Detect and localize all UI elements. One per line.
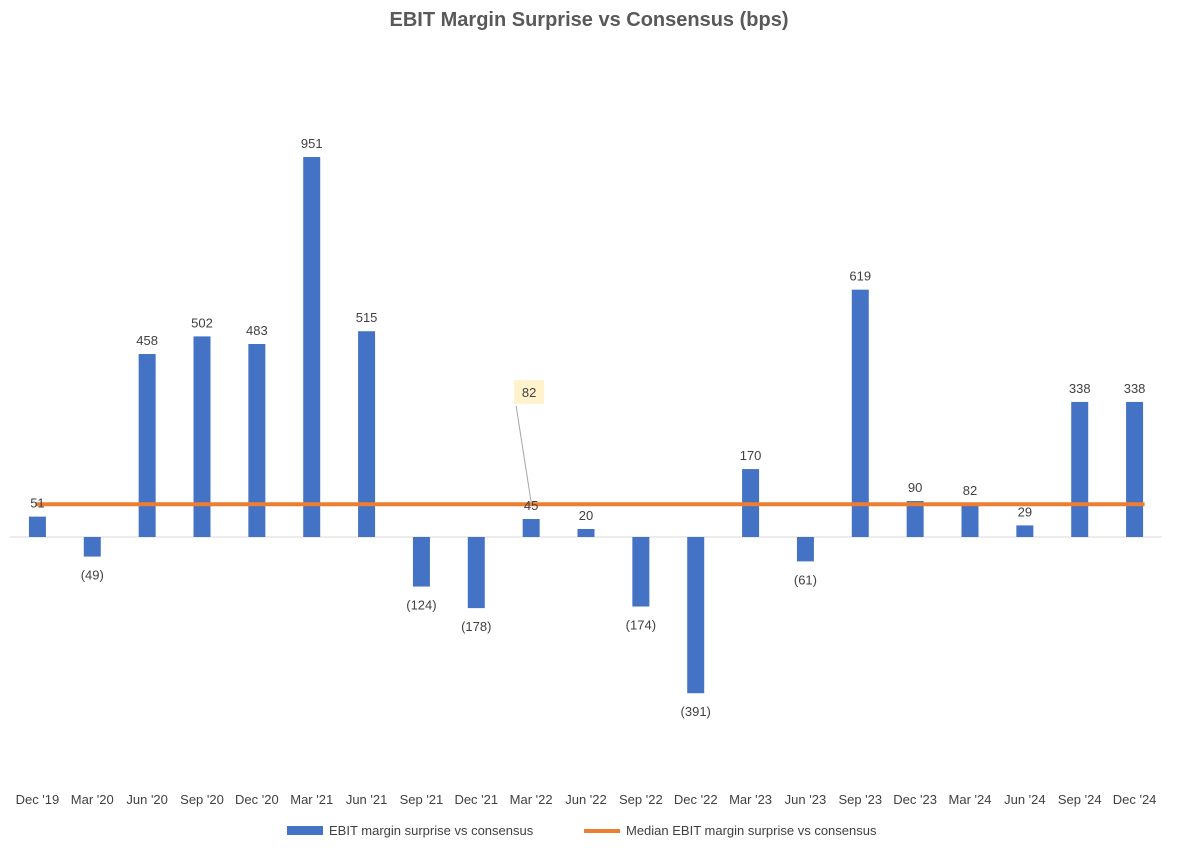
x-tick-label-15: Sep '23 bbox=[838, 792, 882, 807]
data-label-18: 29 bbox=[1018, 504, 1032, 519]
data-label-4: 483 bbox=[246, 323, 268, 338]
bar-16 bbox=[906, 501, 924, 537]
chart-title: EBIT Margin Surprise vs Consensus (bps) bbox=[389, 9, 789, 31]
bar-10 bbox=[577, 529, 595, 537]
bar-18 bbox=[1016, 525, 1034, 537]
x-tick-label-16: Dec '23 bbox=[893, 792, 937, 807]
bar-0 bbox=[28, 516, 46, 537]
x-tick-label-18: Jun '24 bbox=[1004, 792, 1046, 807]
callout-leader-0 bbox=[515, 405, 532, 503]
bar-20 bbox=[1126, 401, 1144, 537]
x-tick-label-7: Sep '21 bbox=[400, 792, 444, 807]
data-label-9: 45 bbox=[524, 498, 538, 513]
data-label-14: (61) bbox=[794, 572, 817, 587]
callout-annotations: 82 bbox=[514, 380, 545, 503]
x-tick-label-17: Mar '24 bbox=[949, 792, 992, 807]
data-label-13: 170 bbox=[740, 448, 762, 463]
data-label-20: 338 bbox=[1124, 381, 1146, 396]
x-tick-label-12: Dec '22 bbox=[674, 792, 718, 807]
data-labels: 51 (49) 458 502 483 951 515 (124) (178) 45 20 (174)… bbox=[30, 136, 1145, 719]
x-tick-label-20: Dec '24 bbox=[1113, 792, 1157, 807]
bar-12 bbox=[687, 537, 705, 694]
data-label-12: (391) bbox=[681, 704, 711, 719]
data-label-0: 51 bbox=[30, 496, 44, 511]
data-label-3: 502 bbox=[191, 315, 213, 330]
legend-item-bars[interactable]: EBIT margin surprise vs consensus bbox=[287, 823, 533, 838]
bar-14 bbox=[796, 537, 814, 562]
legend-bar-label: EBIT margin surprise vs consensus bbox=[329, 823, 534, 838]
bar-4 bbox=[248, 344, 266, 537]
data-label-1: (49) bbox=[81, 568, 104, 583]
bar-15 bbox=[851, 289, 869, 537]
x-tick-label-2: Jun '20 bbox=[126, 792, 168, 807]
x-tick-label-14: Jun '23 bbox=[785, 792, 827, 807]
x-tick-label-6: Jun '21 bbox=[346, 792, 388, 807]
x-tick-label-4: Dec '20 bbox=[235, 792, 279, 807]
bar-17 bbox=[961, 504, 979, 537]
bar-1 bbox=[83, 537, 101, 557]
data-label-17: 82 bbox=[963, 483, 977, 498]
legend-line-swatch bbox=[584, 828, 620, 833]
callout-box-0 bbox=[514, 380, 545, 404]
bar-2 bbox=[138, 353, 156, 537]
data-label-2: 458 bbox=[136, 333, 158, 348]
x-tick-label-0: Dec '19 bbox=[16, 792, 60, 807]
x-tick-label-13: Mar '23 bbox=[729, 792, 772, 807]
legend-line-label: Median EBIT margin surprise vs consensus bbox=[626, 823, 877, 838]
bar-11 bbox=[632, 537, 650, 607]
data-label-7: (124) bbox=[406, 598, 436, 613]
data-label-10: 20 bbox=[579, 508, 593, 523]
bar-3 bbox=[193, 336, 211, 537]
data-label-16: 90 bbox=[908, 480, 922, 495]
data-label-15: 619 bbox=[849, 269, 871, 284]
bar-7 bbox=[412, 537, 430, 587]
legend-bar-swatch bbox=[287, 826, 323, 835]
x-tick-label-3: Sep '20 bbox=[180, 792, 224, 807]
data-label-19: 338 bbox=[1069, 381, 1091, 396]
bar-6 bbox=[358, 331, 376, 537]
x-tick-label-1: Mar '20 bbox=[71, 792, 114, 807]
x-tick-label-10: Jun '22 bbox=[565, 792, 607, 807]
bar-5 bbox=[303, 157, 321, 537]
bar-19 bbox=[1071, 401, 1089, 537]
x-tick-label-19: Sep '24 bbox=[1058, 792, 1102, 807]
data-label-6: 515 bbox=[356, 310, 378, 325]
x-tick-label-8: Dec '21 bbox=[454, 792, 498, 807]
callout-text-0: 82 bbox=[522, 385, 536, 400]
x-tick-label-5: Mar '21 bbox=[290, 792, 333, 807]
data-label-8: (178) bbox=[461, 619, 491, 634]
x-tick-label-9: Mar '22 bbox=[510, 792, 553, 807]
data-label-11: (174) bbox=[626, 618, 656, 633]
legend-item-median[interactable]: Median EBIT margin surprise vs consensus bbox=[584, 823, 876, 838]
x-tick-label-11: Sep '22 bbox=[619, 792, 663, 807]
x-axis-tick-labels: Dec '19 Mar '20 Jun '20 Sep '20 Dec '20 Mar '… bbox=[16, 792, 1157, 807]
bar-9 bbox=[522, 519, 540, 537]
data-label-5: 951 bbox=[301, 136, 323, 151]
bar-8 bbox=[467, 537, 485, 609]
bar-series bbox=[28, 157, 1144, 694]
